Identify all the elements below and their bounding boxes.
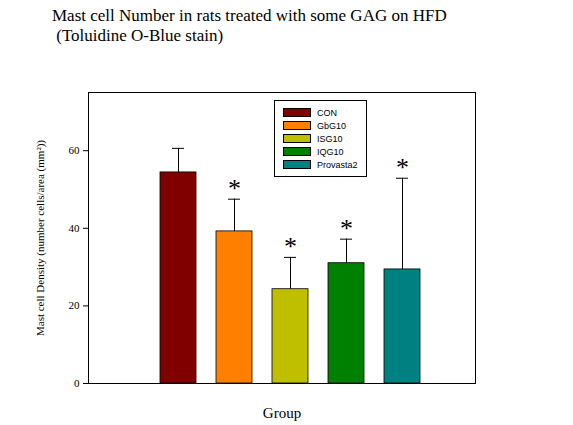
html-text:CON: CON xyxy=(317,107,337,118)
svg-text:*: * xyxy=(284,232,297,261)
svg-text:*: * xyxy=(340,214,353,243)
svg-text:20: 20 xyxy=(69,299,81,311)
svg-text:60: 60 xyxy=(69,144,81,156)
html-text:ISG10: ISG10 xyxy=(317,133,343,144)
html-text:IQG10: IQG10 xyxy=(317,146,344,157)
svg-text:*: * xyxy=(396,153,409,182)
svg-text:Group: Group xyxy=(263,405,301,421)
svg-text:*: * xyxy=(228,174,241,203)
html-text:Provasta2: Provasta2 xyxy=(317,159,358,170)
svg-text:0: 0 xyxy=(74,377,80,389)
html-text:GbG10: GbG10 xyxy=(317,120,346,131)
svg-text:40: 40 xyxy=(69,222,81,234)
html-text:Mast cell Number in rats treat: Mast cell Number in rats treated with so… xyxy=(52,6,447,45)
svg-text:Mast cell Density (number cell: Mast cell Density (number cells/area (mm… xyxy=(34,140,47,336)
